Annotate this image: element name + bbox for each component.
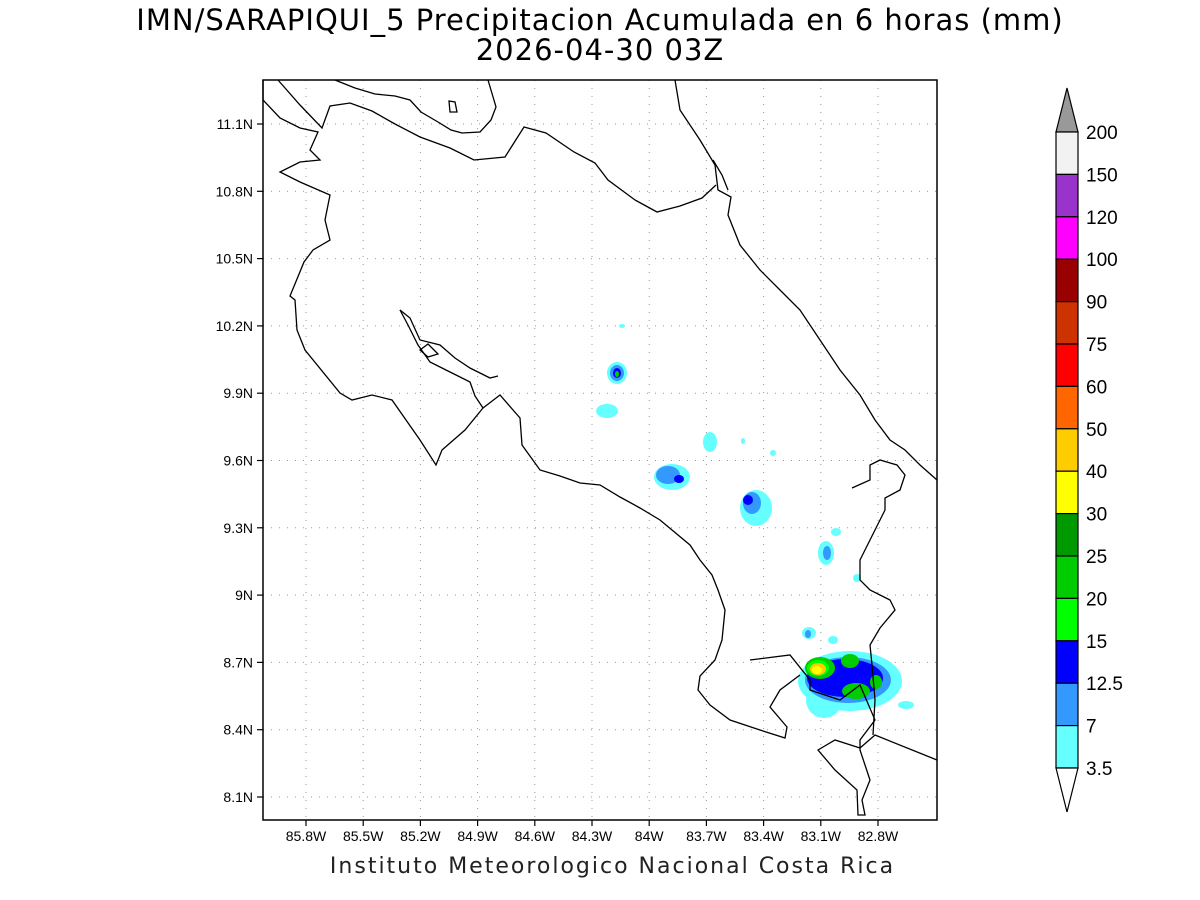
colorbar-top-arrow <box>1055 87 1079 133</box>
colorbar-swatch <box>1055 131 1079 176</box>
lon-tick-label: 83.1W <box>801 828 842 844</box>
lat-tick-label: 9.6N <box>223 453 253 469</box>
lat-tick-label: 10.5N <box>216 251 253 267</box>
colorbar-swatch <box>1055 724 1079 769</box>
colorbar-swatch <box>1055 385 1079 430</box>
latitude-axis: 11.1N 10.8N 10.5N 10.2N 9.9N 9.6N 9.3N 9N 8.7N 8.… <box>216 116 263 805</box>
colorbar-swatch <box>1055 301 1079 345</box>
colorbar: 200 150 120 100 90 75 60 50 40 30 25 20 15 12.5 7 3.5 <box>1055 87 1123 813</box>
colorbar-label: 60 <box>1086 377 1107 398</box>
colorbar-label: 12.5 <box>1086 674 1123 695</box>
colorbar-label: 50 <box>1086 420 1107 441</box>
lon-tick-label: 83.7W <box>686 828 727 844</box>
colorbar-swatch <box>1055 470 1079 515</box>
colorbar-bottom-arrow <box>1055 767 1079 813</box>
lon-tick-label: 84.6W <box>515 828 556 844</box>
lat-tick-label: 8.4N <box>223 722 253 738</box>
colorbar-label: 3.5 <box>1086 759 1112 780</box>
colorbar-swatch <box>1055 682 1079 727</box>
lon-tick-label: 85.5W <box>343 828 384 844</box>
colorbar-label: 100 <box>1086 250 1118 271</box>
colorbar-label: 90 <box>1086 293 1107 314</box>
colorbar-swatch <box>1055 258 1079 303</box>
colorbar-label: 120 <box>1086 208 1118 229</box>
lat-tick-label: 9.9N <box>223 385 253 401</box>
lon-tick-label: 85.2W <box>400 828 441 844</box>
lon-tick-label: 84.3W <box>572 828 613 844</box>
colorbar-label: 75 <box>1086 335 1107 356</box>
lat-tick-label: 9.3N <box>223 520 253 536</box>
colorbar-label: 25 <box>1086 547 1107 568</box>
colorbar-swatch <box>1055 512 1079 557</box>
lat-tick-label: 10.2N <box>216 318 253 334</box>
colorbar-label: 40 <box>1086 462 1107 483</box>
lat-tick-label: 10.8N <box>216 183 253 199</box>
colorbar-swatch <box>1055 640 1079 684</box>
lat-tick-label: 8.7N <box>223 654 253 670</box>
precipitation-areas <box>596 324 914 718</box>
colorbar-label: 200 <box>1086 123 1118 144</box>
map-title: IMN/SARAPIQUI_5 Precipitacion Acumulada … <box>136 3 1064 37</box>
colorbar-swatch <box>1055 597 1079 642</box>
colorbar-label: 15 <box>1086 632 1107 653</box>
map-subtitle: 2026-04-30 03Z <box>475 33 725 67</box>
colorbar-swatch <box>1055 173 1079 218</box>
lon-tick-label: 82.8W <box>858 828 899 844</box>
lat-tick-label: 9N <box>235 587 253 603</box>
footer-credit: Instituto Meteorologico Nacional Costa R… <box>329 854 896 879</box>
colorbar-label: 150 <box>1086 165 1118 186</box>
lon-tick-label: 84.9W <box>457 828 498 844</box>
colorbar-label: 30 <box>1086 505 1107 526</box>
lat-tick-label: 11.1N <box>217 116 253 132</box>
lon-tick-label: 84W <box>635 828 665 844</box>
map-frame <box>262 79 938 821</box>
longitude-axis: 85.8W 85.5W 85.2W 84.9W 84.6W 84.3W 84W 83.7W 83… <box>286 820 899 844</box>
colorbar-swatch <box>1055 555 1079 600</box>
colorbar-label: 7 <box>1086 717 1097 738</box>
colorbar-swatch <box>1055 343 1079 388</box>
colorbar-swatch <box>1055 428 1079 472</box>
colorbar-swatch <box>1055 216 1079 260</box>
colorbar-label: 20 <box>1086 589 1107 610</box>
lon-tick-label: 85.8W <box>286 828 327 844</box>
coastline <box>262 79 938 816</box>
lon-tick-label: 83.4W <box>743 828 784 844</box>
lat-tick-label: 8.1N <box>223 789 253 805</box>
